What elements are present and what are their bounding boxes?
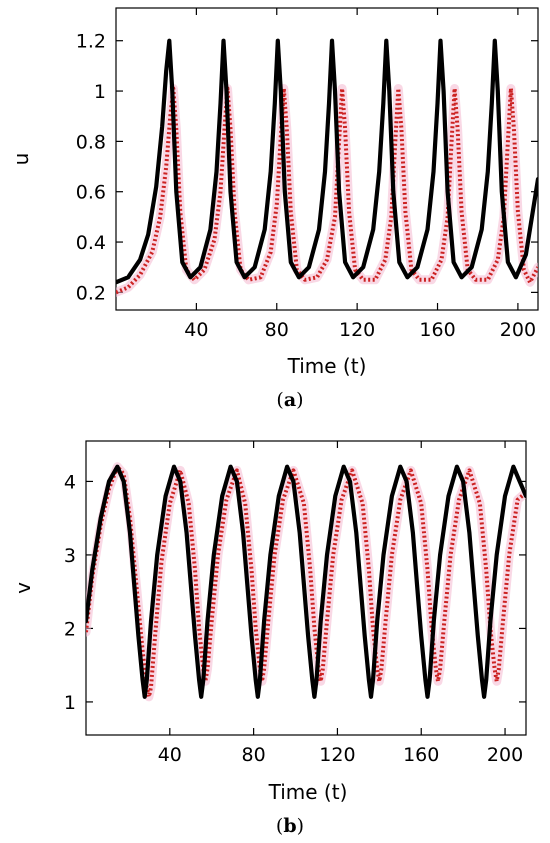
x-axis-label-b: Time (t) xyxy=(268,780,348,804)
panel-label-b-letter: b xyxy=(283,815,296,837)
x-tick-label-b-0: 40 xyxy=(158,744,182,766)
y-tick-label-b-1: 2 xyxy=(64,618,76,640)
panel-label-a-close: ) xyxy=(296,389,303,411)
x-tick-label-b-1: 80 xyxy=(242,744,266,766)
panel-label-b: (b) xyxy=(276,815,304,837)
x-tick-label-a-4: 200 xyxy=(500,319,536,341)
y-tick-label-a-2: 0.6 xyxy=(76,182,106,204)
y-tick-label-b-0: 1 xyxy=(64,692,76,714)
y-tick-label-b-3: 4 xyxy=(64,471,76,493)
panel-label-a-open: ( xyxy=(276,389,283,411)
y-tick-label-a-0: 0.2 xyxy=(76,282,106,304)
series-layer-b xyxy=(86,462,526,702)
panel-b: 40 80 120 160 200 1 2 3 4 Time (t) v (b) xyxy=(11,440,527,837)
panel-label-a-letter: a xyxy=(284,389,296,411)
y-tick-label-b-2: 3 xyxy=(64,545,76,567)
y-tick-label-a-1: 0.4 xyxy=(76,232,106,254)
series-line-b-0 xyxy=(86,464,526,699)
x-axis-label-a: Time (t) xyxy=(287,354,367,378)
plot-frame-a xyxy=(115,7,539,311)
panel-a: 40 80 120 160 200 0.2 0.4 0.6 0.8 1 1.2 Time (t) u… xyxy=(9,7,539,411)
tick-labels-b: 40 80 120 160 200 1 2 3 4 xyxy=(64,471,523,766)
plot-frame-b xyxy=(85,440,527,736)
y-tick-label-a-5: 1.2 xyxy=(76,31,106,53)
x-tick-label-b-3: 160 xyxy=(403,744,439,766)
x-tick-label-b-4: 200 xyxy=(487,744,523,766)
x-tick-label-a-0: 40 xyxy=(184,319,208,341)
y-axis-label-a: u xyxy=(9,153,33,166)
series-layer-a xyxy=(116,38,538,297)
x-tick-label-a-1: 80 xyxy=(265,319,289,341)
series-line-a-0 xyxy=(116,38,538,285)
tick-labels-a: 40 80 120 160 200 0.2 0.4 0.6 0.8 1 1.2 xyxy=(76,31,536,341)
x-tick-label-b-2: 120 xyxy=(319,744,355,766)
panel-label-b-open: ( xyxy=(276,815,283,837)
y-tick-label-a-3: 0.8 xyxy=(76,131,106,153)
series-line-b-1 xyxy=(86,464,526,699)
ticks-a xyxy=(116,8,538,310)
y-tick-label-a-4: 1 xyxy=(94,81,106,103)
x-tick-label-a-3: 160 xyxy=(419,319,455,341)
y-axis-label-b: v xyxy=(11,582,35,594)
x-tick-label-a-2: 120 xyxy=(339,319,375,341)
panel-label-a: (a) xyxy=(276,389,303,411)
panel-label-b-close: ) xyxy=(297,815,304,837)
